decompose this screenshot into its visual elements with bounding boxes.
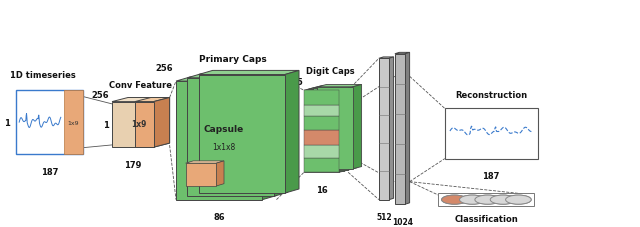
Polygon shape [389, 58, 394, 200]
Polygon shape [317, 87, 353, 169]
Polygon shape [339, 89, 348, 173]
Text: 256: 256 [91, 90, 109, 99]
FancyBboxPatch shape [438, 193, 534, 207]
Circle shape [442, 195, 467, 204]
Text: Classification: Classification [454, 215, 518, 223]
Circle shape [490, 195, 516, 204]
Circle shape [490, 195, 516, 204]
Text: Primary Caps: Primary Caps [200, 55, 267, 64]
Polygon shape [379, 59, 389, 200]
Text: Conv Feature: Conv Feature [109, 81, 172, 89]
Polygon shape [317, 85, 362, 87]
Polygon shape [186, 161, 224, 163]
Text: 16: 16 [316, 185, 328, 194]
Polygon shape [395, 54, 405, 204]
FancyBboxPatch shape [64, 91, 83, 154]
Text: Capsule: Capsule [204, 124, 244, 133]
Text: 1D timeseries: 1D timeseries [10, 71, 76, 79]
Polygon shape [188, 74, 288, 79]
Polygon shape [379, 58, 394, 59]
Text: 512: 512 [376, 212, 392, 221]
Polygon shape [344, 87, 353, 171]
Circle shape [475, 195, 500, 204]
Text: 187: 187 [41, 167, 58, 176]
Polygon shape [304, 158, 339, 173]
Polygon shape [308, 87, 353, 90]
Polygon shape [198, 71, 299, 75]
Text: 187: 187 [483, 171, 500, 180]
Text: 1: 1 [103, 120, 109, 129]
Polygon shape [313, 86, 357, 89]
Text: Reconstruction: Reconstruction [455, 91, 527, 100]
Text: 1x9: 1x9 [68, 120, 79, 125]
Polygon shape [186, 163, 216, 186]
Circle shape [460, 195, 485, 204]
Text: 179: 179 [124, 160, 141, 169]
Polygon shape [304, 89, 348, 91]
Polygon shape [304, 91, 339, 173]
Text: 5: 5 [296, 77, 302, 86]
Polygon shape [304, 91, 339, 106]
Polygon shape [304, 130, 339, 146]
Text: 86: 86 [213, 212, 225, 221]
Polygon shape [348, 86, 357, 170]
Polygon shape [154, 98, 170, 148]
Polygon shape [308, 90, 344, 171]
Polygon shape [304, 106, 339, 117]
Polygon shape [135, 98, 170, 102]
Polygon shape [353, 85, 362, 169]
Polygon shape [395, 53, 410, 54]
Circle shape [506, 195, 531, 204]
Polygon shape [313, 89, 348, 170]
Polygon shape [216, 161, 224, 186]
Polygon shape [304, 146, 339, 158]
Polygon shape [405, 53, 410, 204]
Polygon shape [135, 102, 154, 148]
Polygon shape [285, 71, 299, 193]
Polygon shape [176, 78, 276, 82]
Text: 1: 1 [4, 118, 10, 127]
Polygon shape [154, 98, 170, 148]
FancyBboxPatch shape [445, 109, 538, 159]
Circle shape [475, 195, 500, 204]
Polygon shape [188, 79, 274, 197]
Text: Digit Caps: Digit Caps [307, 67, 355, 76]
Text: 1x9: 1x9 [131, 119, 147, 128]
Polygon shape [198, 75, 285, 193]
Text: 256: 256 [155, 64, 173, 73]
FancyBboxPatch shape [16, 91, 83, 154]
Text: 1x1x8: 1x1x8 [212, 142, 235, 151]
Circle shape [506, 195, 531, 204]
Polygon shape [112, 98, 170, 102]
Circle shape [442, 195, 467, 204]
Polygon shape [274, 74, 288, 197]
Circle shape [460, 195, 485, 204]
Polygon shape [112, 102, 154, 148]
Polygon shape [262, 78, 276, 200]
Polygon shape [176, 82, 262, 200]
Polygon shape [304, 117, 339, 130]
Text: 1024: 1024 [392, 217, 413, 226]
